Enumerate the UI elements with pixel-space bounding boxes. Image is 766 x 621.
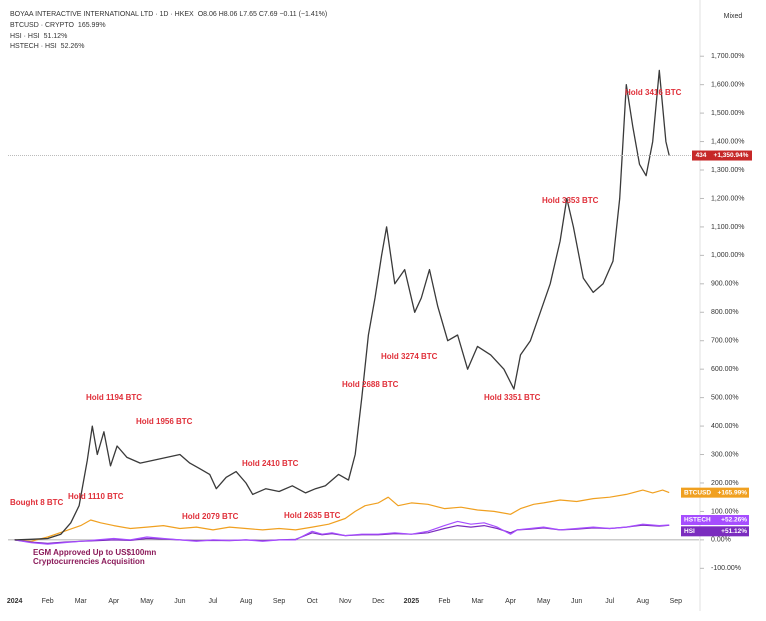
legend-value: 51.12%	[44, 33, 68, 40]
y-tick-label: 400.00%	[711, 423, 739, 430]
annotation: Cryptocurrencies Acquisition	[33, 557, 145, 566]
y-tick-label: 200.00%	[711, 480, 739, 487]
x-tick-label: Jul	[605, 598, 614, 605]
x-tick-label: Mar	[471, 598, 484, 605]
annotation: Hold 2635 BTC	[284, 511, 341, 520]
legend-name: HSTECH · HSI	[10, 43, 57, 50]
x-tick-label: May	[537, 598, 551, 605]
x-tick-label: Jun	[174, 598, 185, 605]
y-tick-label: 0.00%	[711, 537, 731, 544]
value-tag-box	[681, 526, 749, 537]
y-tick-label: 600.00%	[711, 366, 739, 373]
legend-value: O8.06 H8.06 L7.65 C7.69 −0.11 (−1.41%)	[198, 11, 327, 18]
x-tick-label: Aug	[637, 598, 650, 605]
series-line	[14, 520, 670, 545]
y-tick-label: 1,000.00%	[711, 252, 744, 259]
y-tick-label: 100.00%	[711, 508, 739, 515]
value-tag-box	[681, 515, 749, 526]
annotation: Hold 2079 BTC	[182, 512, 239, 521]
legend-value: 52.26%	[61, 43, 85, 50]
value-tag-name: HSI	[684, 528, 695, 535]
scale-mode: Mixed	[724, 13, 743, 20]
annotation: Hold 2410 BTC	[242, 459, 299, 468]
y-tick-label: 1,300.00%	[711, 167, 744, 174]
annotation: Hold 1956 BTC	[136, 417, 193, 426]
y-tick-label: 800.00%	[711, 309, 739, 316]
y-tick-label: 1,500.00%	[711, 110, 744, 117]
x-tick-label: Oct	[307, 598, 318, 605]
value-tag-label: +165.99%	[718, 489, 748, 496]
x-tick-label: Apr	[505, 598, 517, 605]
y-tick-label: 1,700.00%	[711, 53, 744, 60]
y-tick-label: 500.00%	[711, 394, 739, 401]
value-tag-label: +1,350.94%	[714, 152, 749, 159]
x-tick-label: Jul	[209, 598, 218, 605]
value-tag-label: +52.26%	[721, 517, 747, 524]
x-tick-label: Apr	[108, 598, 120, 605]
price-tag-name: 434	[696, 152, 707, 159]
annotation: Hold 2688 BTC	[342, 380, 399, 389]
y-tick-label: 300.00%	[711, 451, 739, 458]
x-tick-label: Jun	[571, 598, 582, 605]
annotation: EGM Approved Up to US$100mn	[33, 548, 156, 557]
legend-value: 165.99%	[78, 22, 106, 29]
value-tag-box	[710, 150, 752, 161]
annotation: Hold 1110 BTC	[68, 492, 124, 501]
y-tick-label: 1,100.00%	[711, 224, 744, 231]
y-tick-label: 900.00%	[711, 281, 739, 288]
value-tag-name: HSTECH	[684, 517, 711, 524]
annotation: Hold 3351 BTC	[484, 393, 541, 402]
x-tick-label: Feb	[438, 598, 450, 605]
x-tick-label: 2025	[404, 598, 420, 605]
annotation: Hold 3274 BTC	[381, 352, 438, 361]
annotation: Hold 1194 BTC	[86, 393, 142, 402]
annotation: Bought 8 BTC	[10, 498, 64, 507]
x-tick-label: Aug	[240, 598, 253, 605]
x-tick-label: May	[140, 598, 154, 605]
legend-name: BTCUSD · CRYPTO	[10, 22, 74, 29]
y-tick-label: 1,400.00%	[711, 138, 744, 145]
annotation: Hold 3353 BTC	[542, 196, 599, 205]
annotation: Hold 3416 BTC	[625, 88, 682, 97]
value-tag-box	[681, 487, 749, 498]
value-tag-label: +51.12%	[721, 528, 747, 535]
legend-name: HSI · HSI	[10, 33, 40, 40]
x-tick-label: 2024	[7, 598, 23, 605]
value-tag-name: BTCUSD	[684, 489, 711, 496]
series-line	[14, 489, 670, 542]
x-tick-label: Sep	[273, 598, 286, 605]
x-tick-label: Mar	[75, 598, 88, 605]
price-tag-box	[692, 150, 710, 161]
legend-name: BOYAA INTERACTIVE INTERNATIONAL LTD · 1D…	[10, 11, 194, 18]
y-tick-label: -100.00%	[711, 565, 741, 572]
series-line	[14, 69, 670, 541]
y-tick-label: 1,600.00%	[711, 82, 744, 89]
x-tick-label: Dec	[372, 598, 385, 605]
x-tick-label: Sep	[670, 598, 683, 605]
y-tick-label: 700.00%	[711, 338, 739, 345]
x-tick-label: Nov	[339, 598, 352, 605]
y-tick-label: 1,200.00%	[711, 195, 744, 202]
x-tick-label: Feb	[42, 598, 54, 605]
